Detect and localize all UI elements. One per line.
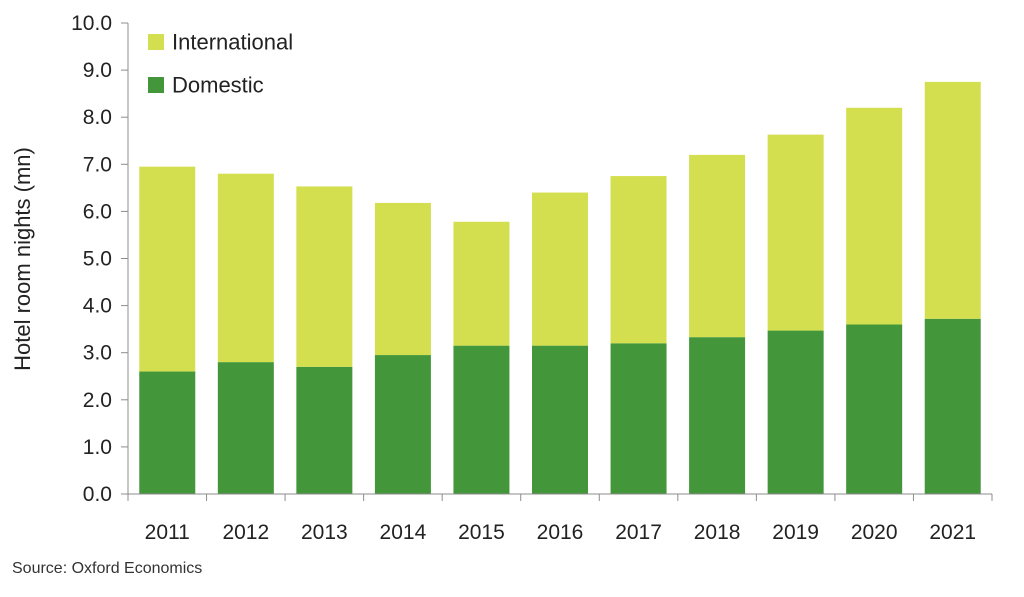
bar-domestic-2021	[924, 318, 981, 494]
y-tick-label-1.0: 1.0	[83, 436, 112, 459]
x-tick-label-2012: 2012	[222, 521, 269, 544]
bar-domestic-2012	[217, 362, 274, 494]
x-tick-label-2018: 2018	[694, 521, 741, 544]
x-tick-label-2021: 2021	[929, 521, 976, 544]
y-tick-label-8.0: 8.0	[83, 106, 112, 129]
bar-international-2018	[689, 154, 746, 338]
x-tick-label-2019: 2019	[772, 521, 819, 544]
y-axis-title: Hotel room nights (mn)	[10, 147, 35, 371]
bar-international-2011	[139, 166, 196, 372]
x-tick-label-2015: 2015	[458, 521, 505, 544]
x-tick-label-2013: 2013	[301, 521, 348, 544]
bar-international-2021	[924, 81, 981, 319]
y-tick-label-3.0: 3.0	[83, 342, 112, 365]
bar-domestic-2018	[689, 337, 746, 494]
bar-international-2012	[217, 173, 274, 363]
bar-domestic-2014	[374, 355, 431, 494]
x-tick-label-2016: 2016	[537, 521, 584, 544]
bar-international-2019	[767, 134, 824, 331]
y-tick-label-5.0: 5.0	[83, 248, 112, 271]
axes-group: 2011 2012 2013 2014 2015 2016 2017 2018 2019 2020…	[71, 12, 993, 544]
bar-international-2015	[453, 221, 510, 346]
bar-domestic-2011	[139, 371, 196, 494]
x-tick-label-2014: 2014	[380, 521, 427, 544]
bar-international-2017	[610, 176, 667, 344]
legend-label-international: International	[172, 30, 293, 55]
legend-label-domestic: Domestic	[172, 73, 264, 98]
x-tick-label-2020: 2020	[851, 521, 898, 544]
bar-international-2020	[846, 107, 903, 325]
x-tick-label-2011: 2011	[145, 521, 190, 544]
y-tick-label-6.0: 6.0	[83, 200, 112, 223]
legend-swatch-international	[148, 34, 164, 50]
source-note: Source: Oxford Economics	[12, 560, 202, 577]
bar-international-2014	[374, 202, 431, 356]
legend: International Domestic	[148, 30, 293, 98]
y-tick-label-10.0: 10.0	[71, 12, 112, 35]
y-tick-label-7.0: 7.0	[83, 153, 112, 176]
y-tick-label-2.0: 2.0	[83, 389, 112, 412]
x-tick-label-2017: 2017	[615, 521, 662, 544]
bar-domestic-2013	[296, 366, 353, 494]
legend-swatch-domestic	[148, 77, 164, 93]
bar-international-2013	[296, 186, 353, 367]
bar-domestic-2017	[610, 343, 667, 494]
bar-international-2016	[532, 192, 588, 346]
y-tick-label-4.0: 4.0	[83, 295, 112, 318]
bar-domestic-2016	[532, 345, 588, 494]
bars-group	[139, 81, 981, 494]
y-tick-label-9.0: 9.0	[83, 59, 112, 82]
bar-domestic-2020	[846, 324, 903, 494]
y-tick-label-0.0: 0.0	[83, 483, 112, 506]
bar-domestic-2019	[767, 330, 824, 494]
bar-domestic-2015	[453, 345, 510, 494]
